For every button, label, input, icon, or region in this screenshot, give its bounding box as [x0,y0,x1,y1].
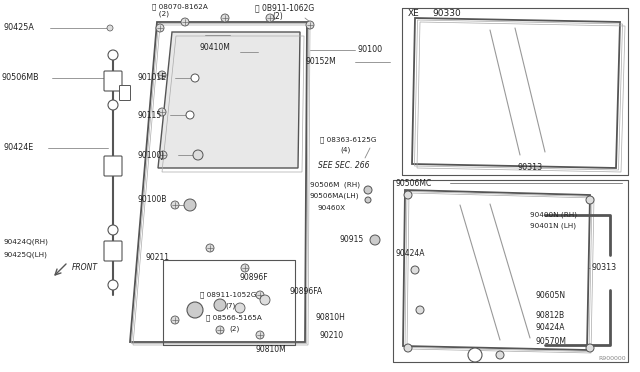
Text: 90506MB: 90506MB [2,74,40,83]
Circle shape [586,344,594,352]
Text: 90605N: 90605N [535,291,565,299]
Circle shape [216,326,224,334]
Circle shape [364,186,372,194]
Text: 90506MA(LH): 90506MA(LH) [310,193,360,199]
Text: 90460X: 90460X [318,205,346,211]
Polygon shape [412,18,620,168]
Circle shape [468,348,482,362]
FancyBboxPatch shape [104,71,122,91]
Circle shape [108,280,118,290]
Text: 90152M: 90152M [305,58,336,67]
FancyBboxPatch shape [120,86,131,100]
Circle shape [260,295,270,305]
FancyBboxPatch shape [104,156,122,176]
Text: 90570M: 90570M [535,337,566,346]
Text: 90506MC: 90506MC [395,179,431,187]
Circle shape [184,199,196,211]
Circle shape [411,266,419,274]
Circle shape [235,303,245,313]
Text: 90115: 90115 [138,110,162,119]
Text: 90401N (LH): 90401N (LH) [530,223,576,229]
Circle shape [214,299,226,311]
FancyBboxPatch shape [104,241,122,261]
Text: Ⓝ 08911-1052G: Ⓝ 08911-1052G [200,292,257,298]
Circle shape [108,225,118,235]
Text: 90100J: 90100J [138,151,164,160]
Text: 90424A: 90424A [395,248,424,257]
Text: 90330: 90330 [432,9,461,17]
Text: 90424Q(RH): 90424Q(RH) [3,239,48,245]
Text: 90506M  (RH): 90506M (RH) [310,182,360,188]
Text: (2): (2) [229,326,239,332]
Circle shape [186,111,194,119]
Circle shape [370,235,380,245]
Polygon shape [130,22,307,342]
Text: Ⓑ 08070-8162A
   (2): Ⓑ 08070-8162A (2) [152,3,208,17]
Circle shape [156,24,164,32]
Circle shape [187,302,203,318]
Text: Ⓝ 0B911-1062G: Ⓝ 0B911-1062G [255,3,314,13]
Text: 90313: 90313 [592,263,617,273]
Text: 90425Q(LH): 90425Q(LH) [3,252,47,258]
Text: 90810H: 90810H [315,314,345,323]
Circle shape [221,14,229,22]
Circle shape [107,25,113,31]
Polygon shape [158,32,300,168]
Text: FRONT: FRONT [72,263,98,273]
Circle shape [171,201,179,209]
Text: XE: XE [408,9,420,17]
Text: 90410M: 90410M [200,44,231,52]
Text: 90211: 90211 [145,253,169,263]
Circle shape [108,50,118,60]
Text: 90313: 90313 [518,164,543,173]
Circle shape [256,291,264,299]
Text: 90400N (RH): 90400N (RH) [530,212,577,218]
Text: 90425A: 90425A [3,23,34,32]
Text: 90100B: 90100B [138,196,168,205]
Circle shape [159,151,167,159]
Text: 90896FA: 90896FA [290,288,323,296]
Circle shape [181,18,189,26]
Text: 90896F: 90896F [240,273,269,282]
Text: (7): (7) [225,303,236,309]
Text: (4): (4) [340,147,350,153]
Polygon shape [403,190,590,350]
Circle shape [416,306,424,314]
Circle shape [586,196,594,204]
Circle shape [108,100,118,110]
Text: 90424A: 90424A [535,324,564,333]
Text: 90101E: 90101E [138,74,167,83]
Text: Ⓢ 08363-6125G: Ⓢ 08363-6125G [320,137,376,143]
Text: 90424E: 90424E [3,144,33,153]
Circle shape [158,108,166,116]
Text: Ⓢ 08566-5165A: Ⓢ 08566-5165A [206,315,262,321]
Text: 90810M: 90810M [255,346,285,355]
Circle shape [256,331,264,339]
Circle shape [404,344,412,352]
Text: 90100: 90100 [358,45,383,55]
Text: 90812B: 90812B [535,311,564,321]
Text: (2): (2) [272,13,283,22]
Text: 90915: 90915 [340,235,364,244]
Circle shape [171,316,179,324]
Circle shape [193,150,203,160]
Circle shape [266,14,274,22]
Text: 90210: 90210 [320,330,344,340]
Circle shape [241,264,249,272]
Text: R900000: R900000 [598,356,626,360]
Text: SEE SEC. 266: SEE SEC. 266 [318,160,369,170]
Circle shape [496,351,504,359]
Circle shape [404,191,412,199]
Circle shape [306,21,314,29]
Circle shape [158,71,166,79]
Circle shape [191,74,199,82]
Circle shape [365,197,371,203]
Circle shape [206,244,214,252]
